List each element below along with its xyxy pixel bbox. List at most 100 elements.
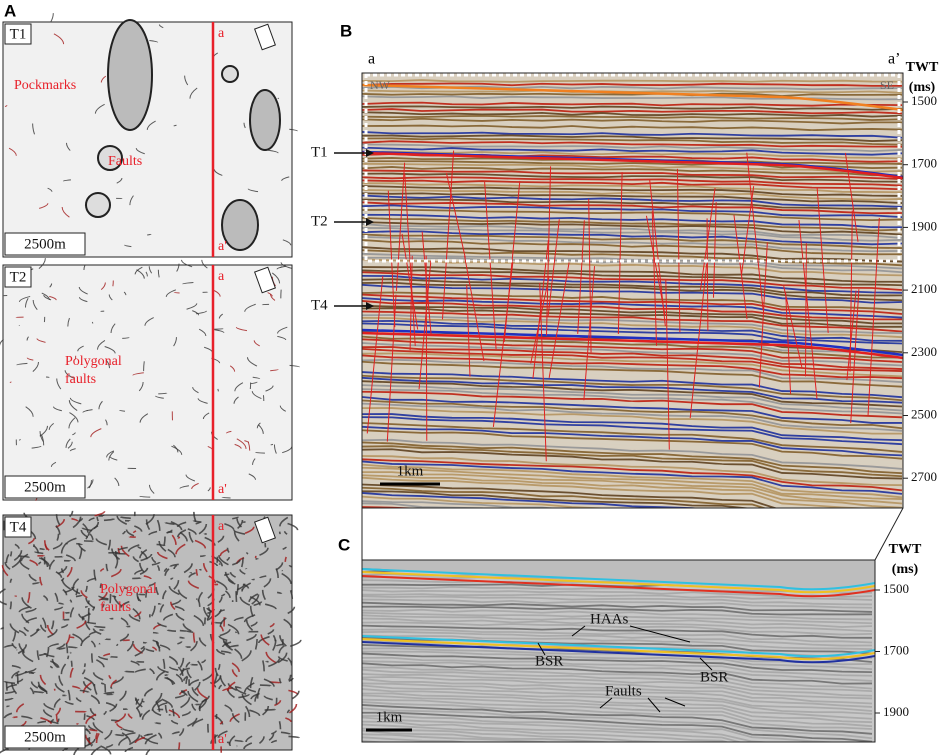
texture [284,556,287,562]
texture [164,673,169,677]
texture [272,639,277,651]
reflector [362,593,873,601]
texture [142,641,148,644]
texture [237,520,244,530]
fault [577,220,585,334]
texture [90,694,100,704]
line-label: a [218,26,225,41]
texture [85,535,89,540]
texture [251,391,262,400]
texture [173,124,177,127]
pockmark [249,89,281,151]
texture [214,609,222,618]
texture [250,692,260,700]
fault [588,198,592,353]
texture [263,695,273,701]
fault [805,243,807,377]
texture [95,733,100,743]
zoom-box [364,73,901,263]
texture [85,728,91,735]
texture [39,674,47,686]
texture [39,624,47,633]
texture [157,732,163,739]
fault [401,233,419,330]
texture [78,543,86,552]
texture [186,303,198,310]
texture [94,511,106,517]
texture [55,715,59,723]
tick-label: 2300 [911,344,937,359]
texture [93,521,100,530]
texture [72,633,84,643]
texture [278,721,282,730]
fault [503,180,521,342]
texture [192,310,200,316]
texture [100,75,107,83]
reflector [362,297,903,319]
texture [265,651,277,664]
reflector [362,376,903,404]
texture [136,596,142,602]
texture [156,564,161,571]
texture [275,568,279,578]
axis-title: (ms) [909,80,936,95]
texture [187,690,199,703]
reflector [362,676,873,700]
texture [219,549,228,557]
line-label: a [218,519,225,534]
texture [3,644,13,648]
texture [100,598,109,601]
texture [177,529,187,538]
texture [135,698,140,705]
texture [277,326,288,334]
texture [79,689,90,693]
texture [213,169,223,176]
map-label: T1 [10,26,27,42]
texture [84,734,92,745]
scale-label: 1km [376,709,403,725]
texture [164,704,168,714]
horizon [362,151,903,180]
texture [156,551,168,560]
reflector [362,425,903,457]
texture [116,177,123,184]
texture [197,591,204,602]
reflector [362,490,753,508]
reflector [362,278,903,297]
texture [110,569,122,578]
texture [236,583,246,591]
texture [29,559,39,566]
reflector [362,223,903,239]
texture [48,422,54,430]
texture [151,605,156,617]
reflector [362,723,730,742]
reflector [362,213,903,229]
panel-letter: A [4,1,16,20]
texture [98,591,108,602]
reflector [362,320,903,342]
reflector [362,662,873,685]
texture [271,272,281,284]
texture [23,627,29,633]
texture [41,617,47,629]
texture [239,569,246,575]
north-arrow [254,516,276,544]
texture [135,148,145,155]
reflector [362,189,903,201]
texture [39,547,46,551]
texture [178,742,181,750]
reflector [362,601,873,613]
texture [148,484,155,494]
texture [90,744,94,747]
reflector [362,346,903,370]
reflector [362,140,903,148]
fault [649,180,666,327]
texture [147,233,152,236]
texture [69,510,74,518]
texture [132,530,137,534]
texture [289,589,294,599]
axis-title: TWT [906,60,939,75]
texture [12,716,18,719]
texture [232,559,241,566]
texture [76,722,79,725]
